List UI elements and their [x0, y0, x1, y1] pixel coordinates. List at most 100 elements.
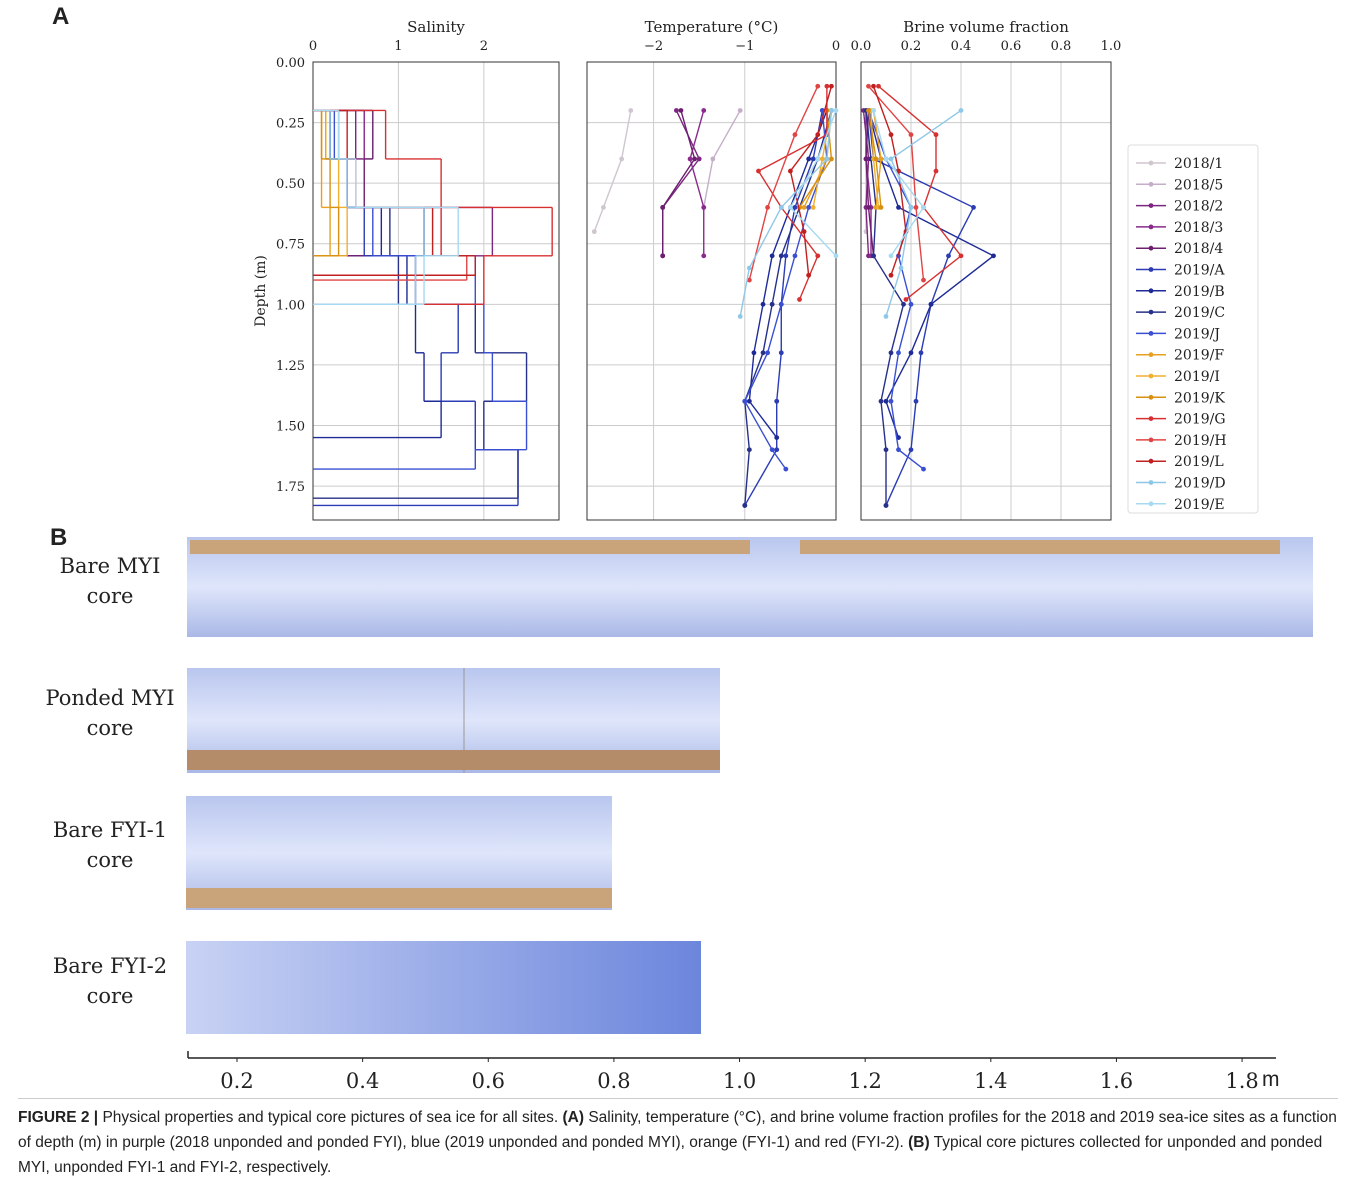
caption-text: Physical properties and typical core pic… — [98, 1109, 562, 1126]
legend-marker — [1149, 352, 1154, 357]
y-tick-label: 0.75 — [276, 238, 305, 253]
data-point — [783, 467, 788, 472]
x-tick-label: 0.2 — [901, 39, 922, 54]
data-point — [829, 108, 834, 113]
scale-tick-label: 1.2 — [848, 1069, 881, 1093]
y-tick-label: 0.00 — [276, 56, 305, 71]
data-point — [802, 205, 807, 210]
data-point — [742, 399, 747, 404]
legend-label: 2018/3 — [1174, 220, 1223, 236]
data-point — [921, 467, 926, 472]
data-point — [811, 205, 816, 210]
core-photos — [186, 537, 1313, 1034]
legend-marker — [1149, 395, 1154, 400]
data-point — [761, 302, 766, 307]
data-point — [679, 108, 684, 113]
data-point — [871, 253, 876, 258]
scale-tick-label: 0.4 — [346, 1069, 379, 1093]
data-point — [788, 169, 793, 174]
data-point — [806, 205, 811, 210]
chart-title: Temperature (°C) — [645, 18, 779, 36]
caption-label: FIGURE 2 | — [18, 1109, 98, 1126]
data-point — [701, 108, 706, 113]
data-point — [864, 157, 869, 162]
data-point — [921, 205, 926, 210]
legend-label: 2018/2 — [1174, 199, 1223, 215]
data-point — [765, 350, 770, 355]
core-label: Ponded MYI — [45, 686, 174, 710]
core-label: core — [87, 716, 134, 740]
data-point — [815, 253, 820, 258]
data-point — [884, 157, 889, 162]
legend-label: 2019/H — [1174, 433, 1227, 449]
data-point — [738, 108, 743, 113]
data-point — [701, 253, 706, 258]
chart-title: Salinity — [407, 18, 465, 36]
legend-label: 2018/4 — [1174, 241, 1223, 257]
core-photo — [186, 941, 701, 1034]
figure: A B Salinity0120.000.250.500.751.001.251… — [0, 0, 1357, 1201]
data-point — [904, 297, 909, 302]
data-point — [884, 503, 889, 508]
data-point — [929, 302, 934, 307]
data-point — [674, 108, 679, 113]
data-point — [879, 157, 884, 162]
legend-label: 2019/D — [1174, 476, 1226, 492]
legend-label: 2019/K — [1174, 390, 1225, 406]
x-tick-label: 1.0 — [1101, 39, 1122, 54]
data-point — [896, 447, 901, 452]
data-point — [834, 253, 839, 258]
legend-label: 2019/B — [1174, 284, 1225, 300]
panel-label: A — [52, 3, 69, 30]
legend-label: 2018/1 — [1174, 156, 1223, 172]
data-point — [628, 108, 633, 113]
profile-line — [594, 110, 630, 231]
data-point — [884, 314, 889, 319]
scale-tick-label: 0.8 — [597, 1069, 630, 1093]
legend-marker — [1149, 246, 1154, 251]
legend-label: 2019/F — [1174, 348, 1224, 364]
scale-tick-label: 1.0 — [723, 1069, 756, 1093]
data-point — [959, 253, 964, 258]
legend-marker — [1149, 480, 1154, 485]
scale-tick-label: 1.4 — [974, 1069, 1007, 1093]
data-point — [879, 399, 884, 404]
data-point — [829, 84, 834, 89]
x-tick-label: −2 — [644, 39, 663, 54]
caption-label: (B) — [908, 1134, 930, 1151]
legend-marker — [1149, 225, 1154, 230]
scale-tick-label: 0.6 — [472, 1069, 505, 1093]
data-point — [752, 350, 757, 355]
scale-unit: m — [1262, 1068, 1280, 1091]
data-point — [919, 350, 924, 355]
data-point — [815, 84, 820, 89]
legend-marker — [1149, 203, 1154, 208]
legend-marker — [1149, 182, 1154, 187]
x-tick-label: 0 — [832, 39, 840, 54]
data-point — [710, 157, 715, 162]
data-point — [815, 157, 820, 162]
x-tick-label: 0 — [309, 39, 317, 54]
caption: FIGURE 2 | Physical properties and typic… — [18, 1098, 1338, 1180]
legend-label: 2019/E — [1174, 497, 1225, 513]
data-point — [909, 205, 914, 210]
legend-marker — [1149, 310, 1154, 315]
legend-marker — [1149, 438, 1154, 443]
y-tick-label: 1.75 — [276, 480, 305, 495]
legend-marker — [1149, 501, 1154, 506]
data-point — [896, 350, 901, 355]
data-point — [779, 350, 784, 355]
data-point — [742, 503, 747, 508]
data-point — [909, 302, 914, 307]
data-point — [774, 399, 779, 404]
y-tick-label: 1.25 — [276, 359, 305, 374]
data-point — [874, 157, 879, 162]
data-point — [879, 205, 884, 210]
data-point — [914, 399, 919, 404]
panel-label: B — [50, 524, 67, 551]
data-point — [889, 399, 894, 404]
legend-marker — [1149, 374, 1154, 379]
core-label: core — [87, 584, 134, 608]
data-point — [889, 132, 894, 137]
